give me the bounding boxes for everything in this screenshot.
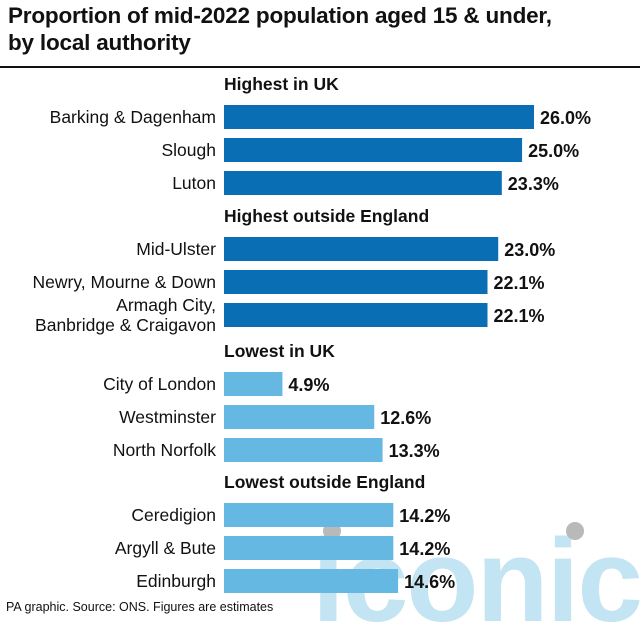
- bar-label-mid-ulster: Mid-Ulster: [136, 239, 216, 259]
- bar-city-of-london: [224, 372, 283, 396]
- bar-barking-dagenham: [224, 105, 534, 129]
- group-heading-highest-in-uk: Highest in UK: [224, 74, 339, 94]
- bar-luton: [224, 171, 502, 195]
- bar-newry-mourne-down: [224, 270, 488, 294]
- bar-argyll-bute: [224, 536, 394, 560]
- bar-label-argyll-bute: Argyll & Bute: [115, 538, 216, 558]
- value-label-north-norfolk: 13.3%: [389, 441, 440, 461]
- title-divider: [0, 66, 640, 68]
- bar-label-ceredigion: Ceredigion: [131, 505, 216, 525]
- group-heading-lowest-in-uk: Lowest in UK: [224, 341, 335, 361]
- bar-armagh-city-banbridge-craigavon: [224, 303, 488, 327]
- value-label-mid-ulster: 23.0%: [504, 240, 555, 260]
- value-label-luton: 23.3%: [508, 174, 559, 194]
- bar-westminster: [224, 405, 375, 429]
- bar-label-barking-dagenham: Barking & Dagenham: [50, 107, 216, 127]
- chart-title-line-2: by local authority: [8, 30, 191, 55]
- bar-label-westminster: Westminster: [119, 407, 216, 427]
- group-heading-highest-outside-england: Highest outside England: [224, 206, 429, 226]
- value-label-westminster: 12.6%: [380, 408, 431, 428]
- value-label-ceredigion: 14.2%: [399, 506, 450, 526]
- bar-mid-ulster: [224, 237, 499, 261]
- svg-text:iconic: iconic: [312, 515, 640, 622]
- bar-label-armagh-city-banbridge-craigavon: Armagh City, Banbridge & Craigavon: [35, 295, 216, 335]
- value-label-armagh-city-banbridge-craigavon: 22.1%: [494, 306, 545, 326]
- group-heading-lowest-outside-england: Lowest outside England: [224, 472, 425, 492]
- value-label-slough: 25.0%: [528, 141, 579, 161]
- bar-label-edinburgh: Edinburgh: [136, 571, 216, 591]
- source-note: PA graphic. Source: ONS. Figures are est…: [6, 600, 274, 614]
- bar-ceredigion: [224, 503, 394, 527]
- value-label-argyll-bute: 14.2%: [399, 539, 450, 559]
- bar-label-slough: Slough: [162, 140, 217, 160]
- value-label-city-of-london: 4.9%: [288, 375, 329, 395]
- bar-label-north-norfolk: North Norfolk: [113, 440, 216, 460]
- bar-label-luton: Luton: [172, 173, 216, 193]
- bar-slough: [224, 138, 523, 162]
- chart-title-line-1: Proportion of mid-2022 population aged 1…: [8, 3, 552, 28]
- bar-label-newry-mourne-down: Newry, Mourne & Down: [33, 272, 217, 292]
- value-label-newry-mourne-down: 22.1%: [494, 273, 545, 293]
- value-label-edinburgh: 14.6%: [404, 572, 455, 592]
- value-label-barking-dagenham: 26.0%: [540, 108, 591, 128]
- chart-title: Proportion of mid-2022 population aged 1…: [8, 2, 638, 56]
- bar-north-norfolk: [224, 438, 383, 462]
- watermark-logo: iconic: [312, 515, 640, 622]
- bar-edinburgh: [224, 569, 399, 593]
- bar-label-city-of-london: City of London: [103, 374, 216, 394]
